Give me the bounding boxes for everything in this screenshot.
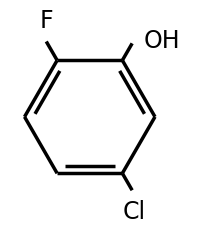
Text: OH: OH [144,29,181,53]
Text: F: F [39,9,53,33]
Text: Cl: Cl [123,200,146,224]
